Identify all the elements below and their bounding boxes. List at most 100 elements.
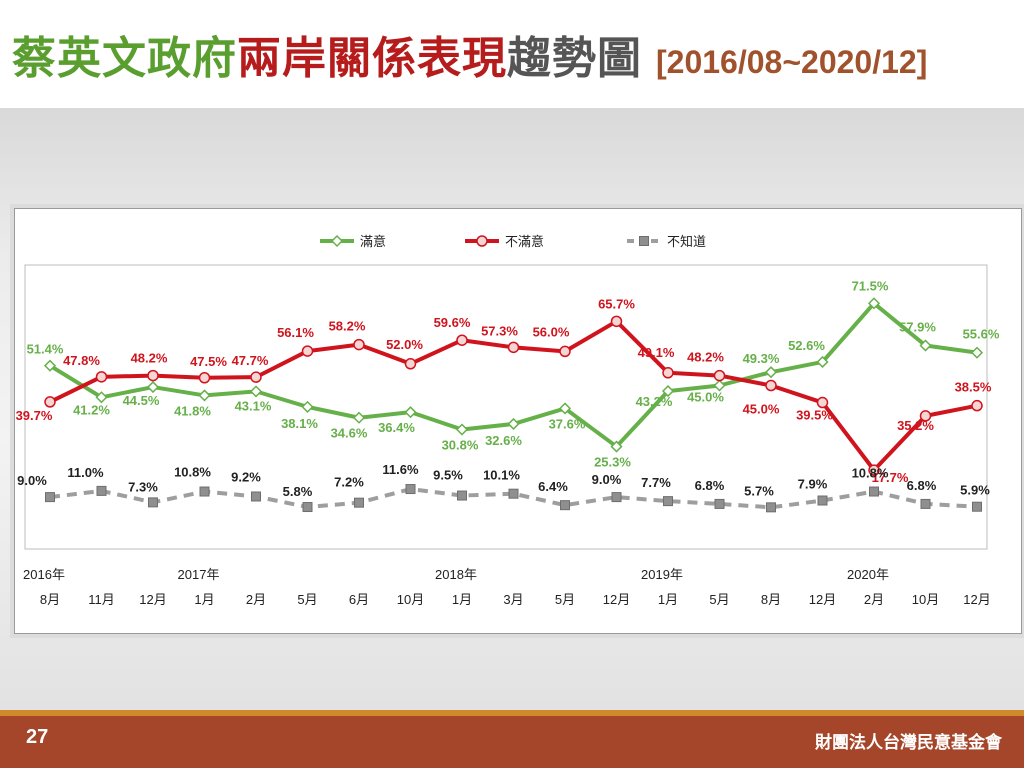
x-tick-label-16: 2月 xyxy=(864,592,884,607)
x-tick-label-3: 1月 xyxy=(194,592,214,607)
data-point-s0-18 xyxy=(970,346,984,359)
data-point-s1-10 xyxy=(559,345,571,358)
data-label-s0-14: 49.3% xyxy=(743,351,780,366)
data-label-s2-4: 9.2% xyxy=(231,469,261,484)
data-point-s1-3 xyxy=(198,372,211,384)
data-point-s0-15 xyxy=(816,355,829,369)
data-label-s0-11: 25.3% xyxy=(594,455,631,470)
x-tick-label-11: 12月 xyxy=(603,592,630,607)
data-point-s1-17 xyxy=(919,410,932,422)
data-label-s0-17: 57.9% xyxy=(899,320,936,335)
data-label-s1-12: 49.1% xyxy=(638,345,675,360)
data-point-s1-1 xyxy=(95,371,108,383)
data-label-s2-14: 5.7% xyxy=(744,483,774,498)
data-label-s1-1: 47.8% xyxy=(63,353,100,368)
data-point-s1-0 xyxy=(44,396,56,408)
data-label-s2-9: 10.1% xyxy=(483,468,520,483)
data-point-s2-8 xyxy=(457,490,467,501)
data-point-s0-10 xyxy=(558,402,572,415)
x-tick-label-12: 1月 xyxy=(658,592,678,607)
data-label-s1-8: 59.6% xyxy=(434,315,471,330)
data-label-s1-3: 47.5% xyxy=(190,354,227,369)
data-label-s1-13: 48.2% xyxy=(687,350,724,365)
x-tick-label-18: 12月 xyxy=(963,592,990,607)
data-point-s0-5 xyxy=(301,400,314,413)
trend-chart: 滿意 不滿意 不知道 51.4% 41.2% 44.5% 41.8% 43.1% 38.1% 34… xyxy=(16,234,1000,607)
legend-label-0: 滿意 xyxy=(360,234,386,249)
data-label-s2-7: 11.6% xyxy=(382,462,419,477)
data-point-s2-6 xyxy=(354,497,364,508)
x-tick-label-8: 1月 xyxy=(452,592,472,607)
footer-accent-line xyxy=(0,710,1024,716)
data-label-s1-7: 52.0% xyxy=(386,337,423,352)
year-label-1: 2017年 xyxy=(178,567,220,582)
year-label-0: 2016年 xyxy=(23,567,65,582)
data-label-s2-16: 10.8% xyxy=(852,466,889,481)
data-label-s1-17: 35.2% xyxy=(897,418,934,433)
data-point-s2-7 xyxy=(405,484,416,495)
x-tick-label-1: 11月 xyxy=(88,592,115,607)
x-tick-label-4: 2月 xyxy=(246,592,266,607)
data-label-s2-13: 6.8% xyxy=(695,478,725,493)
data-point-s1-2 xyxy=(147,369,159,382)
data-label-s2-3: 10.8% xyxy=(174,465,211,480)
data-label-s1-10: 56.0% xyxy=(533,324,570,339)
data-point-s0-8 xyxy=(455,423,469,436)
data-point-s1-5 xyxy=(301,345,314,357)
data-point-s1-16 xyxy=(868,464,880,476)
data-point-s2-15 xyxy=(817,495,828,506)
title-date-range: [2016/08~2020/12] xyxy=(656,44,928,80)
data-label-s0-10: 37.6% xyxy=(549,416,586,431)
year-label-3: 2019年 xyxy=(641,567,683,582)
data-point-s2-9 xyxy=(508,488,519,499)
data-point-s1-8 xyxy=(456,334,468,346)
data-point-s1-6 xyxy=(353,338,365,351)
data-point-s2-2 xyxy=(148,497,158,508)
data-point-s2-4 xyxy=(251,491,261,502)
data-point-s2-1 xyxy=(96,485,107,496)
data-label-s0-1: 41.2% xyxy=(73,402,110,417)
data-label-s0-12: 43.2% xyxy=(636,394,673,409)
data-point-s0-9 xyxy=(507,417,520,431)
data-label-s2-1: 11.0% xyxy=(67,465,104,480)
legend-marker-2 xyxy=(639,236,649,246)
data-label-s1-5: 56.1% xyxy=(277,325,314,340)
data-point-s0-6 xyxy=(352,411,366,424)
data-label-s0-4: 43.1% xyxy=(235,398,272,413)
data-label-s1-6: 58.2% xyxy=(329,319,366,334)
data-label-s1-15: 39.5% xyxy=(796,408,833,423)
data-label-s1-4: 47.7% xyxy=(232,353,269,368)
data-label-s0-5: 38.1% xyxy=(281,416,318,431)
plot-area-frame xyxy=(24,264,988,550)
legend-label-2: 不知道 xyxy=(667,234,706,249)
data-label-s0-6: 34.6% xyxy=(331,426,368,441)
data-point-s0-16 xyxy=(867,297,881,310)
data-label-s1-11: 65.7% xyxy=(598,296,635,311)
data-label-s1-2: 48.2% xyxy=(131,351,168,366)
year-label-4: 2020年 xyxy=(847,567,889,582)
data-label-s1-14: 45.0% xyxy=(743,402,780,417)
data-label-s2-15: 7.9% xyxy=(798,477,828,492)
data-label-s1-16: 17.7% xyxy=(872,470,909,485)
data-point-s2-18 xyxy=(972,501,982,512)
data-point-s0-14 xyxy=(764,366,778,379)
data-point-s1-11 xyxy=(610,315,623,328)
data-label-s0-3: 41.8% xyxy=(174,403,211,418)
data-point-s2-5 xyxy=(302,502,313,513)
data-point-s0-0 xyxy=(43,359,57,372)
data-label-s2-6: 7.2% xyxy=(334,475,364,490)
x-tick-label-9: 3月 xyxy=(503,592,523,607)
data-point-s0-17 xyxy=(919,339,932,352)
title-part-trend: 趨勢圖 xyxy=(507,33,642,84)
footer-bar xyxy=(0,710,1024,768)
data-point-s1-4 xyxy=(250,371,262,383)
data-point-s2-13 xyxy=(714,498,725,509)
legend-marker-1 xyxy=(476,235,488,247)
data-label-s0-0: 51.4% xyxy=(27,342,64,357)
year-label-2: 2018年 xyxy=(435,567,477,582)
x-tick-label-15: 12月 xyxy=(809,592,836,607)
data-label-s2-2: 7.3% xyxy=(128,479,158,494)
x-tick-label-17: 10月 xyxy=(912,592,939,607)
data-point-s1-9 xyxy=(507,341,520,354)
data-label-s1-0: 39.7% xyxy=(16,408,53,423)
